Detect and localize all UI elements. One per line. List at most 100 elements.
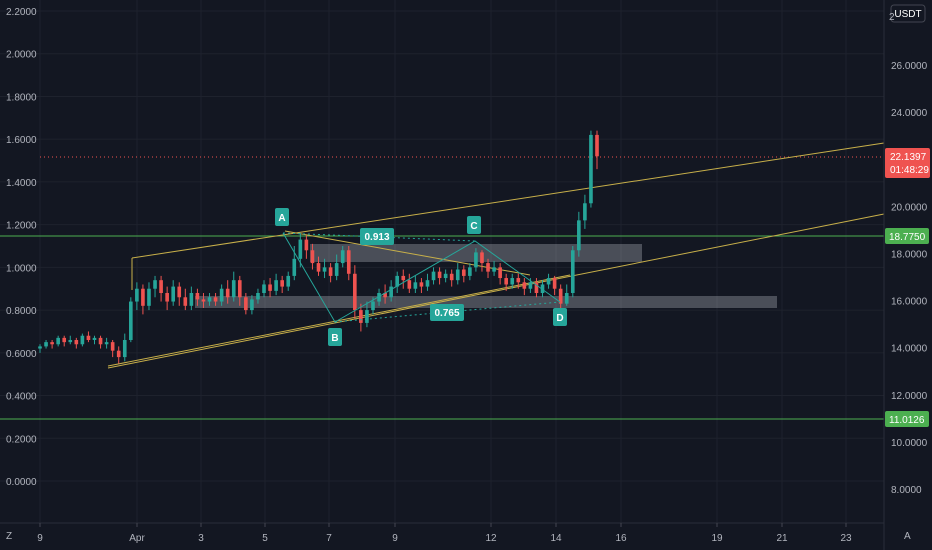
time-tick-label: 5 xyxy=(262,533,268,544)
candle xyxy=(183,288,188,311)
svg-text:01:48:29: 01:48:29 xyxy=(890,165,929,176)
candle xyxy=(534,278,539,298)
candle xyxy=(231,271,236,302)
candle xyxy=(86,331,91,343)
pattern-point-a[interactable]: A xyxy=(275,208,289,226)
candle xyxy=(365,301,369,328)
candle xyxy=(213,293,218,306)
rising-line-inner[interactable] xyxy=(107,274,571,367)
svg-text:A: A xyxy=(278,213,285,224)
pattern-point-b[interactable]: B xyxy=(328,328,342,346)
candle xyxy=(570,246,575,298)
time-tick-label: 9 xyxy=(392,533,398,544)
candle xyxy=(595,130,599,170)
candle xyxy=(171,280,176,306)
candle xyxy=(468,263,472,281)
left-tick-label: 2.2000 xyxy=(6,7,37,18)
time-tick-label: 19 xyxy=(711,533,723,544)
pattern-point-d[interactable]: D xyxy=(553,308,567,326)
left-tick-label: 1.8000 xyxy=(6,92,37,103)
candle xyxy=(577,211,581,257)
left-axis: 2.2000 2.0000 1.8000 1.6000 1.4000 1.2000 1.00… xyxy=(6,7,37,488)
candle xyxy=(516,273,521,289)
candle xyxy=(504,273,509,291)
candle xyxy=(237,275,242,306)
candle xyxy=(413,275,418,293)
candle xyxy=(56,335,60,347)
candle xyxy=(407,273,412,293)
candle xyxy=(419,278,424,293)
candle xyxy=(480,250,484,272)
candle xyxy=(474,248,478,272)
candle xyxy=(359,303,363,332)
time-tick-label: 21 xyxy=(776,533,788,544)
svg-text:11.0126: 11.0126 xyxy=(889,415,925,426)
candle xyxy=(256,288,260,304)
channel-upper-line[interactable] xyxy=(131,142,885,259)
candle xyxy=(122,333,127,362)
ratio-label-ac[interactable]: 0.913 xyxy=(360,228,394,245)
svg-text:B: B xyxy=(331,333,338,344)
candle xyxy=(68,335,73,345)
candle xyxy=(98,335,103,349)
right-tick-label: 14.0000 xyxy=(891,344,928,355)
candle xyxy=(92,335,97,345)
time-tick-label: 23 xyxy=(840,533,852,544)
time-tick-label: 7 xyxy=(326,533,332,544)
svg-text:A: A xyxy=(904,531,911,542)
left-tick-label: 0.2000 xyxy=(6,434,37,445)
right-tick-label: 26.0000 xyxy=(891,61,928,72)
right-tick-label: 8.0000 xyxy=(891,485,922,496)
support-zone xyxy=(195,296,777,308)
candle xyxy=(552,275,557,296)
candle xyxy=(353,265,357,319)
candle xyxy=(219,284,224,306)
candle xyxy=(104,337,109,349)
candle xyxy=(189,286,194,311)
candle xyxy=(128,297,133,343)
candle xyxy=(262,280,266,298)
left-tick-label: 1.6000 xyxy=(6,135,37,146)
svg-text:18.7750: 18.7750 xyxy=(889,232,926,243)
candle xyxy=(425,273,430,291)
abcd-pattern[interactable] xyxy=(282,232,561,323)
candle xyxy=(449,269,454,287)
time-tick-label: 14 xyxy=(550,533,562,544)
auto-scale-button[interactable]: A xyxy=(904,531,911,542)
pattern-point-c[interactable]: C xyxy=(467,216,481,234)
candle xyxy=(334,254,339,281)
svg-text:D: D xyxy=(556,313,563,324)
candle xyxy=(492,260,496,276)
candle xyxy=(244,293,248,315)
candle xyxy=(201,293,206,308)
candle xyxy=(443,269,448,283)
left-tick-label: 1.0000 xyxy=(6,263,37,274)
candle xyxy=(510,273,515,289)
candle xyxy=(395,271,400,293)
candle xyxy=(159,275,163,302)
candle xyxy=(546,273,551,289)
right-tick-label: 18.0000 xyxy=(891,249,928,260)
time-axis[interactable]: 9 Apr 3 5 7 9 12 14 16 19 21 23 xyxy=(37,523,852,544)
candle xyxy=(165,286,169,311)
candle xyxy=(461,265,466,283)
zoom-button[interactable]: Z xyxy=(6,531,12,542)
candle xyxy=(177,282,182,306)
level-high-tag: 18.7750 xyxy=(885,228,929,244)
time-tick-label: 9 xyxy=(37,533,43,544)
candle xyxy=(322,258,327,279)
right-tick-label: 20.0000 xyxy=(891,202,928,213)
candle xyxy=(377,288,381,306)
currency-badge[interactable]: USDT xyxy=(890,4,926,23)
channel-lower-line[interactable] xyxy=(107,213,885,369)
right-tick-label: 16.0000 xyxy=(891,297,928,308)
left-tick-label: 2.0000 xyxy=(6,50,37,61)
time-tick-label: Apr xyxy=(129,533,145,544)
candle xyxy=(383,284,387,304)
candle xyxy=(522,278,527,296)
ratio-label-bd[interactable]: 0.765 xyxy=(430,304,464,321)
svg-text:22.1397: 22.1397 xyxy=(890,152,927,163)
candle xyxy=(250,295,254,315)
candle xyxy=(225,280,230,304)
